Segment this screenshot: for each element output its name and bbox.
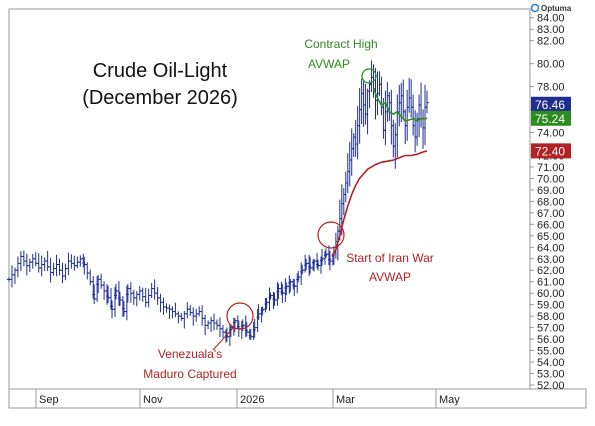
marker-maduro-pointer: [212, 327, 234, 351]
annotation-contract-high: Contract High: [304, 37, 377, 51]
y-tick-label: 52.00: [537, 380, 565, 392]
y-tick-label: 83.00: [537, 24, 565, 36]
y-tick-label: 66.00: [537, 219, 565, 231]
y-tick-label: 67.00: [537, 208, 565, 220]
svg-text:76.46: 76.46: [535, 98, 565, 112]
optuma-logo-icon: [530, 3, 540, 13]
y-tick-label: 65.00: [537, 231, 565, 243]
annotation-venezuela: Venezuala's: [158, 347, 222, 361]
y-tick-label: 54.00: [537, 357, 565, 369]
x-tick-label: 2026: [240, 394, 264, 406]
marker-maduro-circle: [226, 302, 254, 330]
y-tick-label: 62.00: [537, 265, 565, 277]
y-tick-label: 57.00: [537, 323, 565, 335]
y-tick-label: 71.00: [537, 162, 565, 174]
avwap-lines: [331, 88, 428, 257]
chart-title: Crude Oil-Light: [93, 60, 228, 82]
y-tick-label: 53.00: [537, 369, 565, 381]
x-axis-bar: [8, 388, 587, 409]
y-tick-label: 82.00: [537, 36, 565, 48]
price-bars: [7, 60, 429, 347]
marker-iran-war-circle: [317, 221, 345, 249]
y-tick-label: 61.00: [537, 277, 565, 289]
y-tick-label: 80.00: [537, 59, 565, 71]
optuma-logo: Optuma: [530, 3, 572, 13]
avwap-contract-high-tag: 75.24: [531, 110, 571, 126]
y-tick-label: 58.00: [537, 311, 565, 323]
annotation-contract-high-avwap: AVWAP: [308, 57, 350, 71]
y-tick-label: 69.00: [537, 185, 565, 197]
x-tick-label: May: [439, 394, 460, 406]
optuma-logo-text: Optuma: [541, 4, 572, 13]
y-tick-label: 60.00: [537, 288, 565, 300]
x-tick-label: Sep: [39, 394, 59, 406]
y-tick-label: 55.00: [537, 346, 565, 358]
y-tick-label: 84.00: [537, 13, 565, 25]
annotation-iran-war: Start of Iran War: [346, 251, 434, 265]
avwap-iran-war-line: [331, 150, 428, 257]
svg-text:72.40: 72.40: [535, 144, 565, 158]
x-axis: Sep Nov 2026 Mar May: [35, 389, 460, 408]
y-tick-label: 56.00: [537, 334, 565, 346]
avwap-iran-war-tag: 72.40: [531, 143, 571, 159]
y-tick-label: 74.00: [537, 128, 565, 140]
chart-frame: [8, 8, 531, 390]
chart-subtitle: (December 2026): [82, 87, 238, 109]
y-tick-label: 78.00: [537, 82, 565, 94]
y-tick-label: 59.00: [537, 300, 565, 312]
y-tick-label: 63.00: [537, 254, 565, 266]
x-tick-label: Mar: [336, 394, 355, 406]
marker-contract-high-circle: [361, 68, 377, 84]
avwap-contract-high-line: [372, 88, 428, 122]
last-price-tag: 76.46: [531, 96, 571, 112]
y-axis: 84.0083.0082.0080.0078.0076.0074.0072.00…: [530, 13, 565, 392]
annotation-iran-war-avwap: AVWAP: [369, 270, 411, 284]
annotation-maduro: Maduro Captured: [143, 367, 236, 381]
y-tick-label: 64.00: [537, 242, 565, 254]
ohlc-bar: [425, 90, 429, 114]
y-tick-label: 68.00: [537, 196, 565, 208]
y-tick-label: 70.00: [537, 173, 565, 185]
svg-text:75.24: 75.24: [535, 112, 565, 126]
x-tick-label: Nov: [143, 394, 163, 406]
